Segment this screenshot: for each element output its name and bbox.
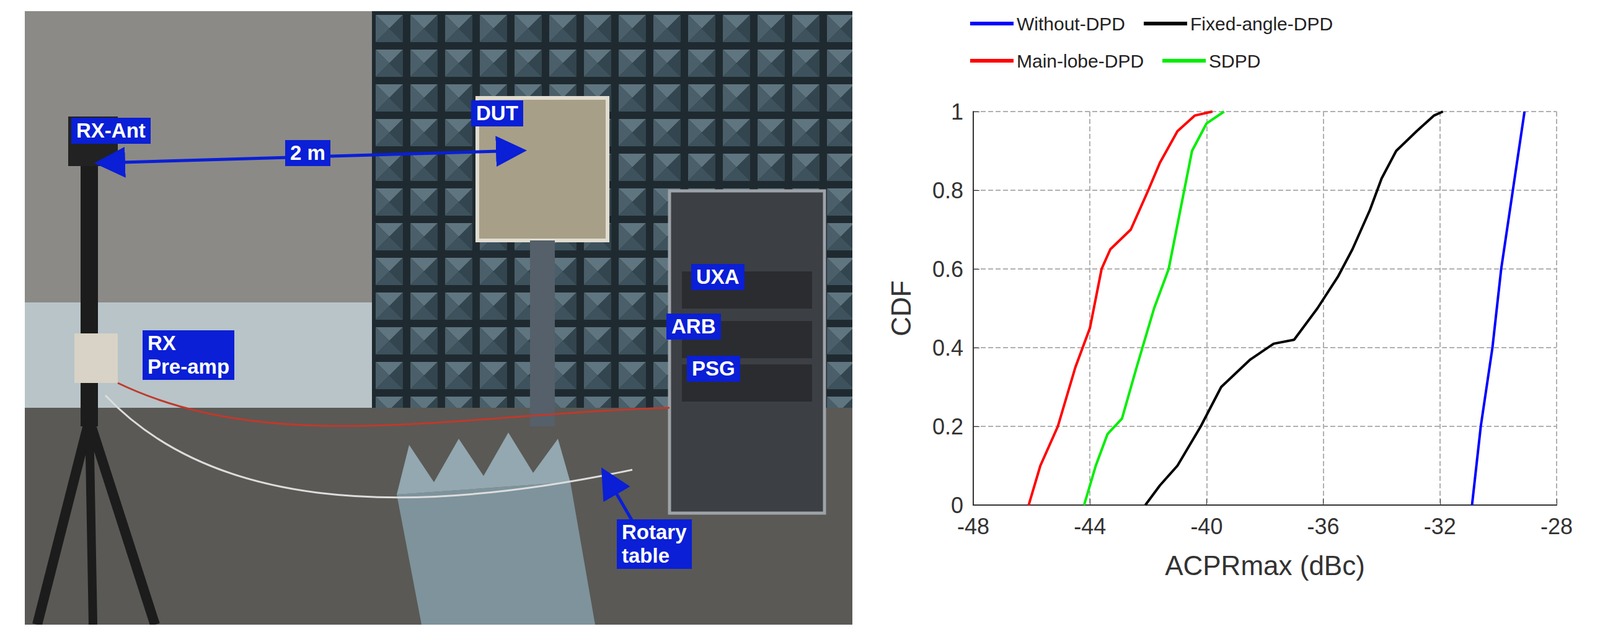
svg-text:0.4: 0.4: [932, 335, 964, 361]
html-text:PSG: PSG: [691, 357, 736, 381]
svg-text:CDF: CDF: [885, 280, 917, 336]
html-text:Pre-amp: Pre-amp: [147, 355, 230, 379]
svg-text:-48: -48: [957, 513, 990, 540]
svg-text:0: 0: [950, 492, 964, 518]
html-text:ARB: ARB: [671, 314, 716, 338]
html-text:DUT: DUT: [476, 101, 519, 125]
svg-text:Fixed-angle-DPD: Fixed-angle-DPD: [1190, 13, 1333, 35]
svg-text:-28: -28: [1540, 513, 1573, 540]
svg-text:-44: -44: [1073, 513, 1106, 540]
html-text:RX-Ant: RX-Ant: [76, 119, 146, 142]
html-text:table: table: [621, 544, 670, 568]
html-text:Rotary: Rotary: [621, 520, 687, 544]
svg-text:Without-DPD: Without-DPD: [1016, 13, 1126, 35]
html-text:RX: RX: [147, 331, 176, 355]
svg-text:-40: -40: [1190, 513, 1223, 540]
svg-text:SDPD: SDPD: [1208, 50, 1261, 72]
html-text:2 m: 2 m: [290, 141, 326, 165]
svg-text:-32: -32: [1423, 513, 1457, 540]
svg-text:0.6: 0.6: [932, 256, 964, 283]
svg-text:0.2: 0.2: [932, 414, 964, 440]
svg-text:ACPRmax (dBc): ACPRmax (dBc): [1164, 550, 1366, 581]
svg-text:-36: -36: [1307, 513, 1340, 540]
svg-text:1: 1: [950, 99, 964, 125]
html-text:UXA: UXA: [696, 265, 740, 289]
svg-text:Main-lobe-DPD: Main-lobe-DPD: [1016, 50, 1144, 72]
svg-text:0.8: 0.8: [932, 177, 964, 204]
